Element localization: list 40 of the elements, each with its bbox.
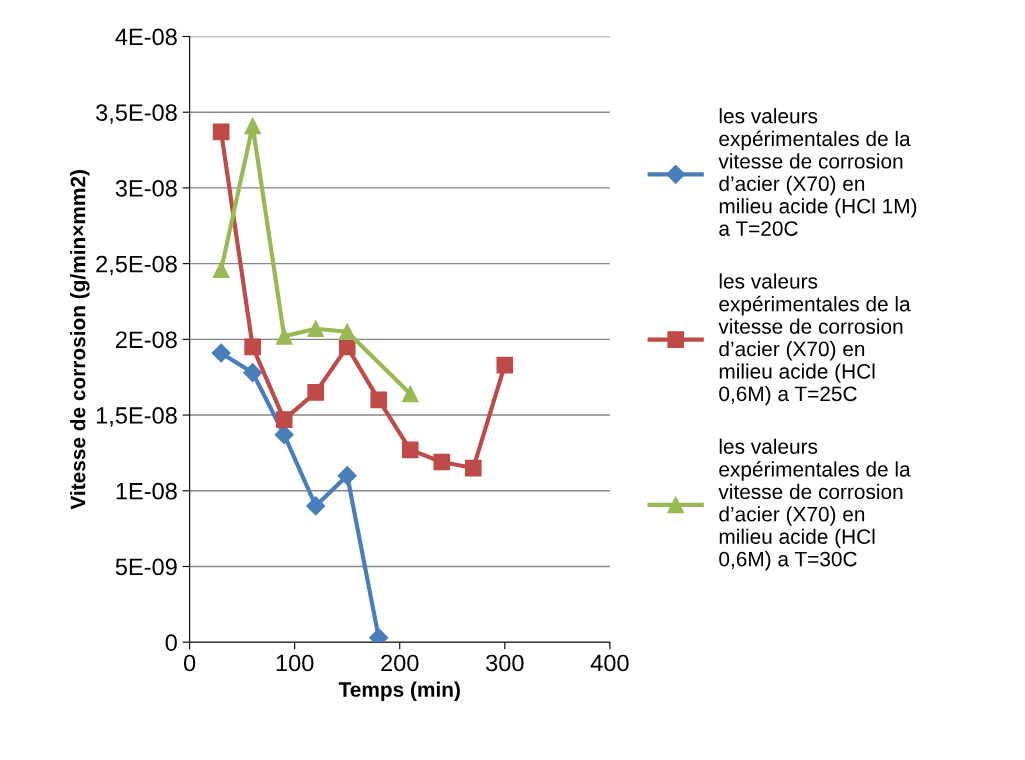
point — [244, 338, 261, 356]
point — [275, 327, 293, 345]
legend-label: les valeurs expérimentales de la vitesse de corrosion d’acier (X70) en milieu acide (HCl 0,6M) a T=25C — [718, 273, 911, 406]
y-tick-label: 1E-08 — [116, 482, 177, 500]
x-tick-label: 200 — [381, 654, 419, 672]
point — [337, 466, 357, 486]
point — [307, 384, 325, 401]
point — [401, 441, 419, 459]
y-tick-label: 3E-08 — [115, 179, 177, 197]
point — [496, 356, 514, 374]
legend-label: les valeurs expérimentales de la vitesse de corrosion d’acier (X70) en milieu acide (HCl 1M) a T=20C — [718, 108, 917, 236]
point — [401, 385, 419, 403]
y-axis-title: Vitesse de corrosion (g/min×mm2) — [70, 170, 90, 510]
point — [338, 323, 356, 341]
y-tick-label: 5E-09 — [115, 558, 177, 576]
point — [338, 338, 356, 356]
point — [211, 343, 231, 363]
y-tick-label: 1,5E-08 — [96, 407, 177, 427]
legend-label: les valeurs expérimentales de la vitesse de corrosion d’acier (X70) en milieu acide (HCl 0,6M) a T=30C — [718, 438, 911, 571]
point — [307, 320, 325, 338]
x-tick-label: 0 — [183, 654, 196, 672]
x-tick-label: 400 — [590, 654, 629, 672]
point — [433, 453, 451, 471]
y-tick-label: 0 — [165, 634, 177, 651]
y-tick-label: 3,5E-08 — [96, 104, 177, 124]
y-tick-label: 4E-08 — [115, 28, 177, 46]
point — [370, 391, 388, 409]
x-tick-label: 100 — [276, 654, 314, 672]
point — [212, 123, 230, 141]
point — [244, 117, 261, 135]
point — [306, 496, 326, 516]
y-tick-label: 2E-08 — [116, 331, 177, 349]
point — [212, 261, 230, 279]
y-tick-label: 2,5E-08 — [96, 255, 177, 276]
x-axis-title: Temps (min) — [338, 681, 460, 701]
point — [275, 411, 293, 428]
x-tick-label: 300 — [486, 654, 524, 672]
point — [274, 425, 294, 445]
point — [464, 459, 482, 477]
point — [243, 363, 263, 383]
